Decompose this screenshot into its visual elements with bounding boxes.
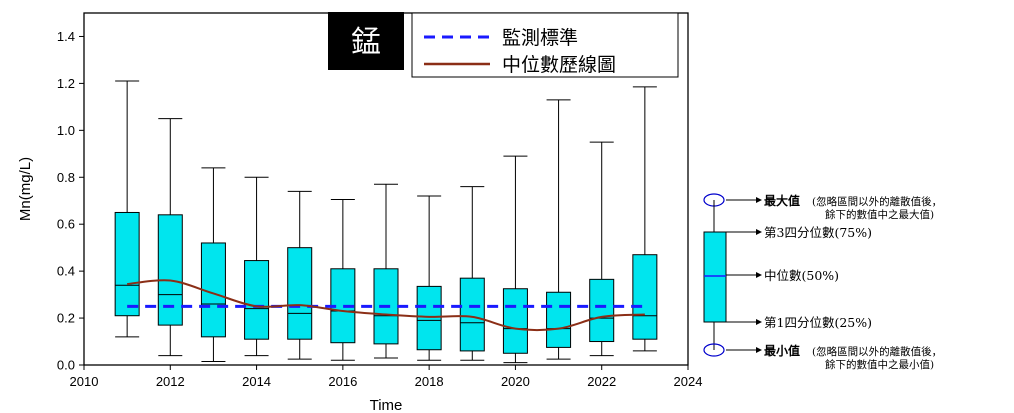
box-plots — [114, 80, 658, 364]
explainer-min-note-1: (忽略區間以外的離散值後， — [812, 345, 942, 358]
y-tick-label: 1.0 — [57, 123, 75, 138]
series-lines — [127, 279, 645, 332]
iqr-box — [502, 288, 528, 354]
iqr-box — [157, 214, 183, 326]
x-tick-label: 2010 — [70, 374, 99, 389]
x-tick-label: 2022 — [587, 374, 616, 389]
box-2015 — [287, 190, 313, 360]
x-axis: 2010 2012 2014 2016 2018 2020 2022 2024 — [70, 365, 703, 389]
box-2023 — [632, 86, 658, 352]
iqr-box — [416, 285, 442, 351]
explainer-min-marker — [703, 343, 725, 357]
iqr-box — [244, 260, 270, 340]
y-tick-label: 1.2 — [57, 76, 75, 91]
chart-title: 錳 — [351, 25, 381, 60]
median-trend-line — [127, 279, 645, 332]
explainer-min-label: 最小值 — [764, 343, 800, 358]
legend: 監測標準 中位數歷線圖 — [411, 12, 679, 78]
iqr-box — [589, 278, 615, 343]
explainer-max-arrowhead — [756, 197, 762, 203]
x-tick-label: 2014 — [242, 374, 271, 389]
explainer-q1-label: 第1四分位數(25%) — [764, 315, 872, 330]
x-tick-label: 2018 — [415, 374, 444, 389]
explainer-max-note-2: 餘下的數值中之最大值) — [825, 208, 934, 221]
x-tick-label: 2012 — [156, 374, 185, 389]
box-2018 — [416, 195, 442, 361]
iqr-box — [546, 291, 572, 348]
x-tick-label: 2024 — [674, 374, 703, 389]
explainer-median-label: 中位數(50%) — [764, 268, 839, 283]
y-axis-title: Mn(mg/L) — [17, 157, 34, 221]
y-tick-label: 0.2 — [57, 311, 75, 326]
iqr-box — [459, 277, 485, 352]
explainer-max-label: 最大值 — [764, 193, 800, 208]
explainer-min-arrowhead — [756, 347, 762, 353]
explainer-q1-arrowhead — [756, 319, 762, 325]
y-tick-label: 0.0 — [57, 358, 75, 373]
x-axis-title: Time — [370, 397, 403, 413]
box-2021 — [546, 99, 572, 360]
iqr-box — [632, 254, 658, 340]
iqr-box — [114, 211, 140, 317]
y-tick-label: 1.4 — [57, 29, 75, 44]
box-2019 — [459, 186, 485, 361]
explainer-median-arrowhead — [756, 272, 762, 278]
x-tick-label: 2020 — [501, 374, 530, 389]
explainer-q3-arrowhead — [756, 229, 762, 235]
boxplot-explainer: 最大值 (忽略區間以外的離散值後， 餘下的數值中之最大值) 第3四分位數(75%… — [703, 193, 942, 371]
legend-box — [411, 12, 679, 78]
x-tick-label: 2016 — [328, 374, 357, 389]
legend-standard-label: 監測標準 — [502, 27, 578, 49]
explainer-min-note-2: 餘下的數值中之最小值) — [825, 358, 934, 371]
box-2011 — [114, 80, 140, 338]
explainer-max-note-1: (忽略區間以外的離散值後， — [812, 195, 942, 208]
box-2012 — [157, 118, 183, 357]
box-2020 — [502, 155, 528, 364]
legend-median-label: 中位數歷線圖 — [502, 54, 616, 76]
box-2016 — [330, 199, 356, 361]
y-tick-label: 0.8 — [57, 170, 75, 185]
y-tick-label: 0.4 — [57, 264, 75, 279]
box-2013 — [200, 167, 226, 362]
y-axis: 0.0 0.2 0.4 0.6 0.8 1.0 1.2 1.4 — [57, 29, 84, 373]
explainer-q3-label: 第3四分位數(75%) — [764, 225, 872, 240]
box-2014 — [244, 176, 270, 357]
chart-title-box — [328, 12, 404, 70]
iqr-box — [287, 247, 313, 340]
y-tick-label: 0.6 — [57, 217, 75, 232]
box-2017 — [373, 183, 399, 359]
box-2022 — [589, 141, 615, 357]
explainer-box — [703, 231, 727, 323]
